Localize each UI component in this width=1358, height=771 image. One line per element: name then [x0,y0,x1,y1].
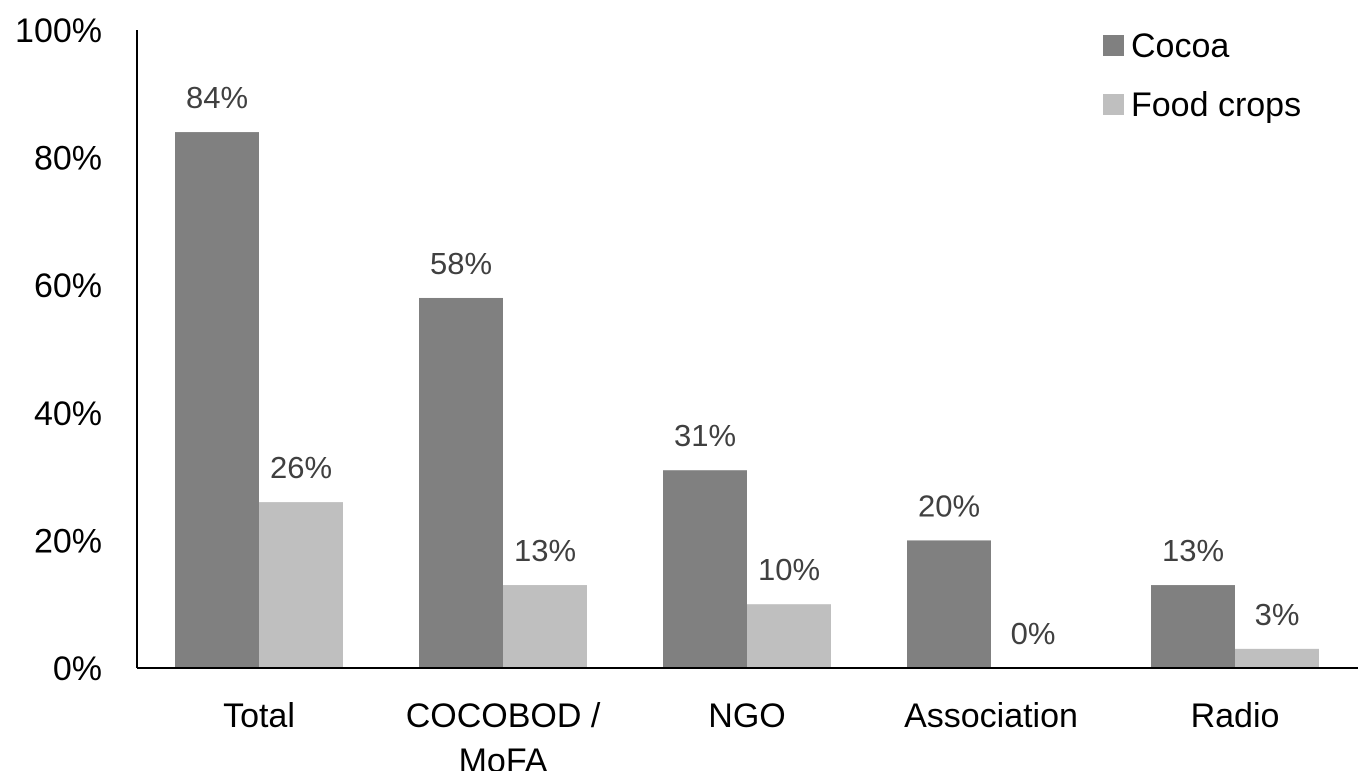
x-category-label: NGO [708,697,785,735]
x-category-label: Association [904,697,1078,735]
legend-label: Food crops [1131,86,1301,124]
data-label: 3% [1255,597,1300,632]
y-tick-label: 20% [34,522,102,560]
bar-food-crops [503,585,587,668]
bar-food-crops [747,604,831,668]
bar-cocoa [663,470,747,668]
data-label: 13% [1162,533,1224,568]
data-labels-layer: 84% 58% 31% 20% 13% 26% 13% 10% 0% 3% [186,80,1299,651]
bar-cocoa [907,540,991,668]
legend-swatch [1103,35,1124,56]
data-label: 0% [1011,616,1056,651]
bar-food-crops [259,502,343,668]
y-tick-labels: 0% 20% 40% 60% 80% 100% [15,12,102,688]
legend-swatch [1103,94,1124,115]
bars-layer [175,132,1319,668]
data-label: 13% [514,533,576,568]
data-label: 58% [430,246,492,281]
x-category-label: Radio [1191,697,1280,735]
legend: Cocoa Food crops [1103,27,1301,124]
y-tick-label: 0% [53,650,102,688]
data-label: 31% [674,418,736,453]
x-category-labels: Total COCOBOD / MoFA NGO Association Radio [223,697,1279,771]
data-label: 20% [918,488,980,523]
bar-food-crops [1235,648,1319,668]
y-tick-label: 60% [34,267,102,305]
data-label: 10% [758,552,820,587]
bar-cocoa [1151,585,1235,668]
legend-label: Cocoa [1131,27,1229,65]
data-label: 84% [186,80,248,115]
data-label: 26% [270,450,332,485]
x-category-label: MoFA [459,742,548,771]
y-tick-label: 100% [15,12,102,50]
bar-cocoa [175,132,259,668]
x-category-label: COCOBOD / [406,697,601,735]
x-category-label: Total [223,697,295,735]
bar-cocoa [419,297,503,668]
y-tick-label: 80% [34,140,102,178]
y-tick-label: 40% [34,395,102,433]
